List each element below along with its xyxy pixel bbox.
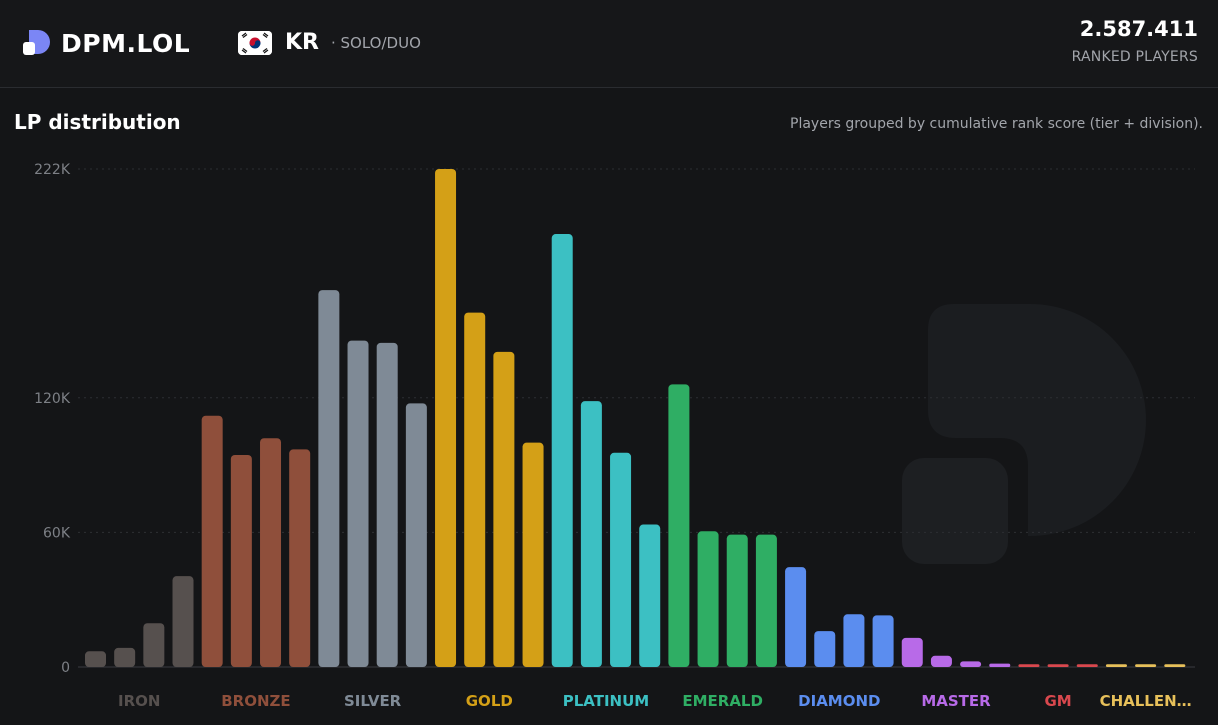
korea-flag-icon [238, 30, 272, 55]
brand-name: DPM.LOL [61, 28, 191, 58]
x-tier-label-platinum: PLATINUM [563, 692, 649, 710]
bar-emerald-4[interactable] [755, 534, 777, 667]
bar-diamond-1[interactable] [785, 567, 807, 667]
bar-master-1[interactable] [901, 637, 923, 667]
ranked-players-label: RANKED PLAYERS [1071, 49, 1198, 65]
bar-emerald-3[interactable] [726, 534, 748, 667]
bar-gold-2[interactable] [464, 312, 486, 667]
x-tier-label-challenger: CHALLEN… [1100, 692, 1192, 710]
bar-master-2[interactable] [930, 655, 952, 667]
region-selector[interactable]: KR · SOLO/DUO [238, 30, 421, 55]
chart-title: LP distribution [14, 110, 181, 134]
bar-bronze-4[interactable] [289, 449, 311, 667]
bar-emerald-1[interactable] [668, 384, 690, 667]
bar-platinum-2[interactable] [580, 401, 602, 667]
x-tier-label-diamond: DIAMOND [798, 692, 880, 710]
bar-platinum-1[interactable] [551, 234, 573, 667]
x-tier-label-emerald: EMERALD [682, 692, 763, 710]
bar-master-4[interactable] [989, 663, 1011, 667]
x-tier-label-master: MASTER [921, 692, 991, 710]
bar-gold-1[interactable] [435, 169, 457, 667]
bar-iron-2[interactable] [114, 647, 136, 667]
ranked-players-stat: 2.587.411 RANKED PLAYERS [1072, 17, 1198, 65]
logo[interactable]: DPM.LOL [21, 27, 190, 59]
queue-type: · SOLO/DUO [331, 33, 421, 52]
bar-challenger-3[interactable] [1164, 664, 1186, 667]
bar-challenger-1[interactable] [1105, 664, 1127, 667]
y-tick-label: 60K [43, 525, 71, 541]
region-code: KR [285, 30, 319, 55]
bar-silver-4[interactable] [405, 403, 427, 667]
bar-bronze-3[interactable] [260, 438, 282, 667]
y-tick-label: 0 [61, 660, 70, 676]
bar-silver-2[interactable] [347, 340, 369, 667]
bar-bronze-2[interactable] [230, 455, 252, 667]
bar-platinum-4[interactable] [639, 524, 661, 667]
bar-platinum-3[interactable] [610, 452, 632, 667]
bar-diamond-3[interactable] [843, 614, 865, 667]
bar-gold-4[interactable] [522, 442, 544, 667]
bar-gold-3[interactable] [493, 351, 515, 667]
bar-bronze-1[interactable] [201, 415, 223, 667]
logo-icon [21, 27, 53, 59]
chart-subtitle: Players grouped by cumulative rank score… [790, 116, 1203, 132]
bar-challenger-2[interactable] [1135, 664, 1157, 667]
bar-iron-4[interactable] [172, 576, 194, 667]
watermark-logo-icon [902, 304, 1146, 564]
bar-emerald-2[interactable] [697, 531, 719, 667]
bar-diamond-2[interactable] [814, 631, 836, 667]
x-tier-label-gold: GOLD [466, 692, 513, 710]
ranked-players-count: 2.587.411 [1079, 17, 1198, 41]
bar-silver-1[interactable] [318, 290, 340, 667]
x-tier-label-gm: GM [1044, 692, 1071, 710]
bar-silver-3[interactable] [376, 342, 398, 667]
bar-iron-1[interactable] [85, 651, 106, 667]
x-tier-label-silver: SILVER [344, 692, 402, 710]
bar-gm-2[interactable] [1047, 664, 1069, 667]
bar-gm-1[interactable] [1018, 664, 1040, 667]
bar-iron-3[interactable] [143, 623, 165, 667]
x-tier-label-bronze: BRONZE [221, 692, 290, 710]
bar-master-3[interactable] [960, 661, 982, 667]
y-tick-label: 222K [34, 162, 71, 178]
bar-gm-3[interactable] [1076, 664, 1098, 667]
header: DPM.LOL KR · SOLO/DUO 2.587.411 RANKED [0, 0, 1218, 88]
x-tier-label-iron: IRON [118, 692, 160, 710]
bar-diamond-4[interactable] [872, 615, 894, 667]
y-tick-label: 120K [34, 391, 71, 407]
